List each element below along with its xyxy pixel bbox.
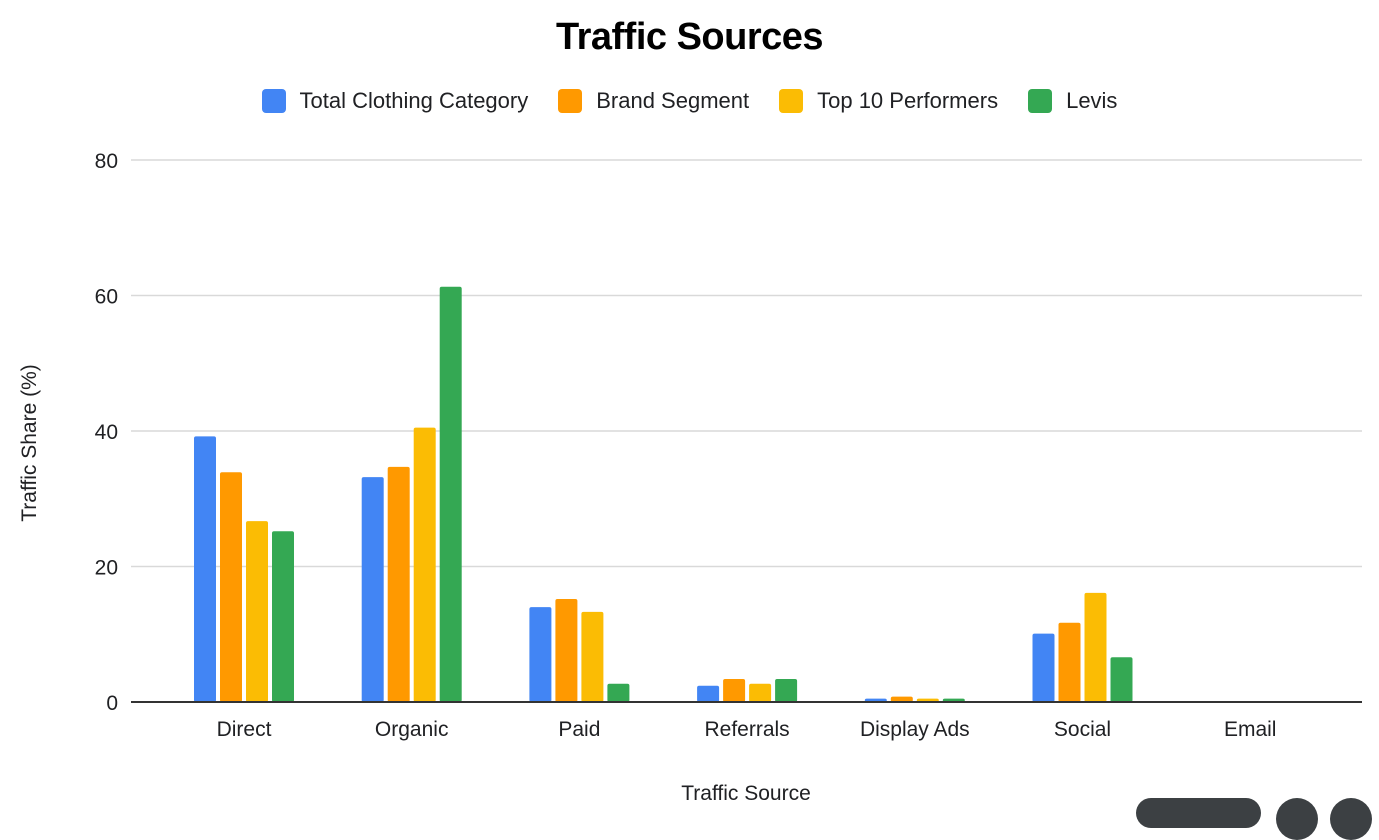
x-tick-label: Referrals — [704, 718, 789, 741]
bars: Direct Organic Paid Referrals Display Ads Soc… — [194, 286, 1277, 741]
x-tick-label: Email — [1224, 718, 1277, 741]
legend-item: Brand Segment — [558, 88, 749, 114]
bar — [1058, 622, 1081, 702]
bar — [272, 531, 294, 702]
overlay-controls[interactable] — [1130, 798, 1379, 840]
y-tick-label: 20 — [95, 557, 118, 580]
bar — [697, 685, 720, 702]
bar — [246, 521, 268, 702]
overlay-pill-button[interactable] — [1136, 798, 1261, 828]
legend-label: Top 10 Performers — [817, 88, 999, 113]
x-axis-title: Traffic Source — [681, 782, 811, 805]
bar — [581, 611, 604, 702]
legend-swatch — [261, 89, 286, 113]
x-tick-label: Display Ads — [860, 718, 970, 741]
bar — [723, 679, 746, 702]
y-tick-label: 60 — [95, 286, 118, 309]
x-tick-label: Paid — [558, 718, 600, 741]
bar — [387, 466, 410, 702]
bar — [890, 696, 913, 702]
bar-chart: 0 20 40 60 80 Direct Organic Paid Referrals Disp… — [18, 150, 1362, 805]
chart-title: Traffic Sources — [555, 16, 824, 58]
bar — [529, 607, 552, 702]
bar — [1084, 592, 1107, 702]
bar — [413, 427, 436, 702]
gridlines: 0 20 40 60 80 — [95, 150, 1362, 715]
bar — [1110, 657, 1133, 702]
x-tick-label: Social — [1054, 718, 1111, 741]
legend-swatch — [779, 89, 804, 113]
y-tick-label: 0 — [106, 692, 118, 715]
bar — [607, 683, 630, 702]
x-tick-label: Direct — [217, 718, 272, 741]
y-tick-label: 40 — [95, 421, 118, 444]
legend-label: Brand Segment — [596, 88, 750, 113]
legend-item: Levis — [1028, 88, 1117, 114]
bar — [194, 436, 216, 702]
legend: Total Clothing Category Brand Segment Top … — [0, 88, 1379, 114]
legend-label: Total Clothing Category — [299, 88, 529, 113]
overlay-round-button[interactable] — [1330, 798, 1372, 840]
bar — [1032, 633, 1055, 702]
legend-label: Levis — [1066, 88, 1118, 113]
bar — [555, 599, 578, 702]
legend-item: Top 10 Performers — [779, 88, 998, 114]
bar — [220, 472, 242, 702]
legend-swatch — [558, 89, 583, 113]
legend-item: Total Clothing Category — [261, 88, 529, 114]
y-axis-title: Traffic Share (%) — [18, 364, 41, 522]
bar — [361, 477, 384, 702]
x-tick-label: Organic — [375, 718, 449, 741]
bar — [439, 286, 462, 702]
bar — [749, 683, 772, 702]
overlay-round-button[interactable] — [1276, 798, 1318, 840]
legend-swatch — [1028, 89, 1053, 113]
y-tick-label: 80 — [95, 150, 118, 173]
bar — [775, 679, 798, 702]
